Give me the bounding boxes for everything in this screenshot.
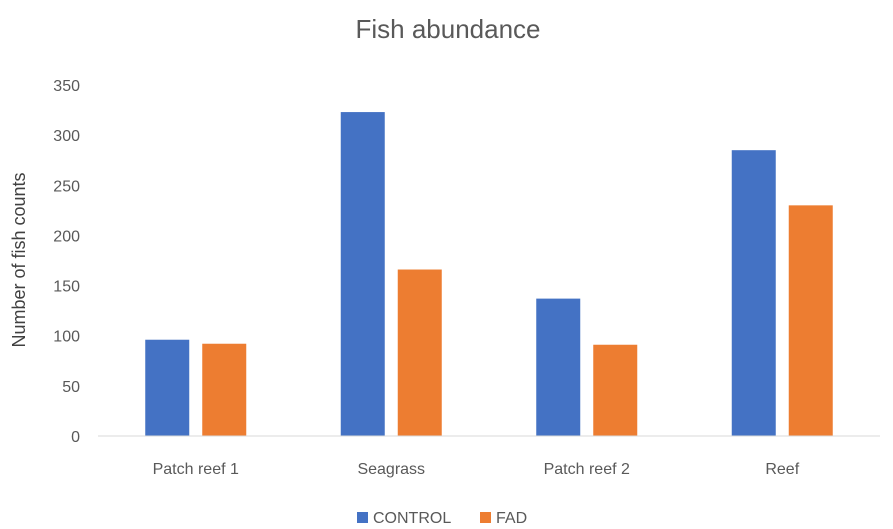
y-tick-label: 200 bbox=[53, 228, 80, 245]
y-tick-label: 100 bbox=[53, 329, 80, 346]
bar-control-2 bbox=[536, 298, 581, 436]
x-category-label: Reef bbox=[765, 461, 799, 478]
x-category-label: Patch reef 2 bbox=[544, 461, 630, 478]
x-category-label: Seagrass bbox=[357, 461, 425, 478]
y-tick-label: 150 bbox=[53, 279, 80, 296]
bar-fad-1 bbox=[397, 269, 442, 436]
y-tick-label: 0 bbox=[71, 429, 80, 446]
chart-title: Fish abundance bbox=[355, 14, 540, 44]
y-axis-label: Number of fish counts bbox=[9, 172, 29, 347]
legend-label-control: CONTROL bbox=[373, 510, 451, 527]
bars bbox=[145, 112, 833, 436]
bar-fad-2 bbox=[593, 344, 638, 436]
bar-control-3 bbox=[731, 150, 776, 436]
legend-label-fad: FAD bbox=[496, 510, 527, 527]
legend: CONTROL FAD bbox=[357, 510, 527, 527]
legend-swatch-fad bbox=[480, 512, 491, 523]
legend-swatch-control bbox=[357, 512, 368, 523]
bar-control-1 bbox=[340, 112, 385, 436]
y-tick-label: 350 bbox=[53, 78, 80, 95]
y-axis-ticks: 0 50 100 150 200 250 300 350 bbox=[53, 78, 80, 446]
x-axis-categories: Patch reef 1 Seagrass Patch reef 2 Reef bbox=[153, 461, 800, 478]
y-tick-label: 300 bbox=[53, 128, 80, 145]
bar-fad-0 bbox=[202, 343, 247, 436]
bar-fad-3 bbox=[788, 205, 833, 436]
y-tick-label: 250 bbox=[53, 178, 80, 195]
x-category-label: Patch reef 1 bbox=[153, 461, 239, 478]
bar-control-0 bbox=[145, 339, 190, 436]
y-tick-label: 50 bbox=[62, 379, 80, 396]
